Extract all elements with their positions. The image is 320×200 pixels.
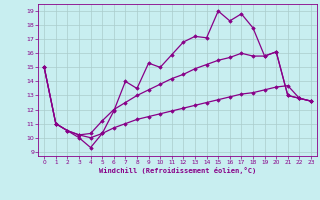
X-axis label: Windchill (Refroidissement éolien,°C): Windchill (Refroidissement éolien,°C) xyxy=(99,167,256,174)
